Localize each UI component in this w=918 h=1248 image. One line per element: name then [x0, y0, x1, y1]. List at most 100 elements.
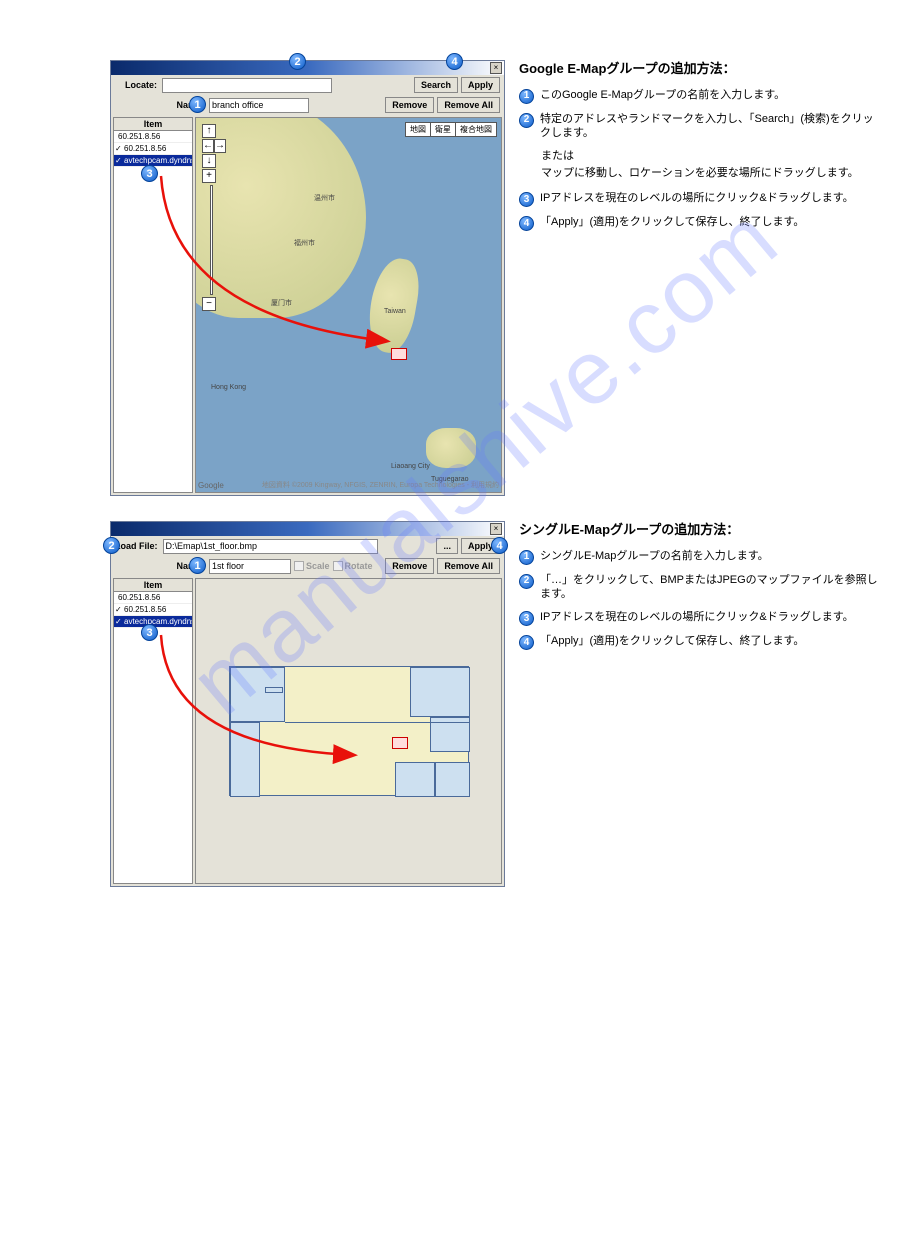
google-map[interactable]: TaiwanHong Kong温州市福州市厦门市Liaoang CityTugu…: [195, 117, 502, 493]
remove-button[interactable]: Remove: [385, 558, 434, 574]
maptype-hybrid[interactable]: 複合地図: [455, 122, 497, 137]
window-body: Item 60.251.8.5660.251.8.56avtechpcam.dy…: [111, 576, 504, 886]
name-input[interactable]: [209, 98, 309, 113]
step-text: 「Apply」(適用)をクリックして保存し、終了します。: [540, 634, 878, 649]
zoom-control[interactable]: ↑ ←→ ↓ + −: [202, 124, 220, 312]
loadfile-input[interactable]: [163, 539, 378, 554]
pan-right-icon[interactable]: →: [214, 139, 226, 153]
list-item[interactable]: 60.251.8.56: [114, 592, 192, 604]
step-bubble: 3: [519, 192, 534, 207]
close-icon[interactable]: ×: [490, 523, 502, 535]
step-1: 1 このGoogle E-Mapグループの名前を入力します。: [519, 88, 878, 104]
step-text: 特定のアドレスやランドマークを入力し、「Search」(検索)をクリックします。: [540, 112, 878, 142]
toolbar-name: Name: Remove Remove All: [111, 95, 504, 115]
callout-2: 2: [103, 537, 120, 554]
section-title: Google E-Mapグループの追加方法：: [519, 60, 878, 78]
rotate-checkbox[interactable]: Rotate: [333, 561, 373, 571]
step-text: IPアドレスを現在のレベルの場所にクリック&ドラッグします。: [540, 610, 878, 625]
callout-3: 3: [141, 624, 158, 641]
window-single-emap: × Load File: ... Apply Name: Scale Rotat…: [110, 521, 505, 887]
city-label: Taiwan: [384, 308, 406, 315]
callout-4: 4: [491, 537, 508, 554]
sidebar-header: Item: [114, 118, 192, 131]
map-copyright: 地図資料 ©2009 Kingway, NFGIS, ZENRIN, Europ…: [262, 480, 499, 490]
window-google-emap: × Locate: Search Apply Name: Remove Remo…: [110, 60, 505, 496]
step-text: 「Apply」(適用)をクリックして保存し、終了します。: [540, 215, 878, 230]
callout-1: 1: [189, 557, 206, 574]
close-icon[interactable]: ×: [490, 62, 502, 74]
landmass-philippines: [426, 428, 476, 468]
or-label: または: [541, 149, 878, 164]
loadfile-label: Load File:: [115, 541, 160, 551]
window-body: Item 60.251.8.5660.251.8.56avtechpcam.dy…: [111, 115, 504, 495]
step-bubble: 4: [519, 635, 534, 650]
apply-button[interactable]: Apply: [461, 77, 500, 93]
maptype-satellite[interactable]: 衛星: [430, 122, 456, 137]
step-4: 4 「Apply」(適用)をクリックして保存し、終了します。: [519, 634, 878, 650]
floor-plan[interactable]: [195, 578, 502, 884]
zoom-in-icon[interactable]: +: [202, 169, 216, 183]
sidebar-header: Item: [114, 579, 192, 592]
step-1: 1 シングルE-Mapグループの名前を入力します。: [519, 549, 878, 565]
or-text: マップに移動し、ロケーションを必要な場所にドラッグします。: [541, 166, 878, 181]
step-text: シングルE-Mapグループの名前を入力します。: [540, 549, 878, 564]
callout-4: 4: [446, 53, 463, 70]
camera-marker-icon[interactable]: [392, 737, 408, 749]
step-text: このGoogle E-Mapグループの名前を入力します。: [540, 88, 878, 103]
scale-checkbox[interactable]: Scale: [294, 561, 330, 571]
step-2: 2 「…」をクリックして、BMPまたはJPEGのマップファイルを参照します。: [519, 573, 878, 603]
pan-down-icon[interactable]: ↓: [202, 154, 216, 168]
list-item[interactable]: 60.251.8.56: [114, 604, 192, 616]
remove-all-button[interactable]: Remove All: [437, 97, 500, 113]
city-label: Hong Kong: [211, 384, 246, 391]
step-bubble: 1: [519, 89, 534, 104]
titlebar: ×: [111, 522, 504, 536]
step-text: 「…」をクリックして、BMPまたはJPEGのマップファイルを参照します。: [540, 573, 878, 603]
list-item[interactable]: 60.251.8.56: [114, 143, 192, 155]
locate-input[interactable]: [162, 78, 332, 93]
zoom-out-icon[interactable]: −: [202, 297, 216, 311]
zoom-slider[interactable]: [210, 185, 213, 295]
titlebar: ×: [111, 61, 504, 75]
step-bubble: 4: [519, 216, 534, 231]
map-area: [195, 578, 502, 884]
toolbar-locate: Locate: Search Apply: [111, 75, 504, 95]
city-label: Liaoang City: [391, 463, 430, 470]
step-bubble: 3: [519, 611, 534, 626]
map-attribution: Google: [198, 481, 224, 490]
explain-single-emap: シングルE-Mapグループの追加方法： 1 シングルE-Mapグループの名前を入力…: [519, 521, 878, 658]
step-3: 3 IPアドレスを現在のレベルの場所にクリック&ドラッグします。: [519, 191, 878, 207]
list-item[interactable]: 60.251.8.56: [114, 131, 192, 143]
remove-button[interactable]: Remove: [385, 97, 434, 113]
step-3: 3 IPアドレスを現在のレベルの場所にクリック&ドラッグします。: [519, 610, 878, 626]
search-button[interactable]: Search: [414, 77, 458, 93]
step-2: 2 特定のアドレスやランドマークを入力し、「Search」(検索)をクリックします…: [519, 112, 878, 142]
maptype-map[interactable]: 地図: [405, 122, 431, 137]
toolbar-name: Name: Scale Rotate Remove Remove All: [111, 556, 504, 576]
step-bubble: 2: [519, 113, 534, 128]
browse-button[interactable]: ...: [436, 538, 458, 554]
explain-google-emap: Google E-Mapグループの追加方法： 1 このGoogle E-Mapグル…: [519, 60, 878, 239]
step-text: IPアドレスを現在のレベルの場所にクリック&ドラッグします。: [540, 191, 878, 206]
section-title: シングルE-Mapグループの追加方法：: [519, 521, 878, 539]
remove-all-button[interactable]: Remove All: [437, 558, 500, 574]
section-google-emap: × Locate: Search Apply Name: Remove Remo…: [110, 60, 878, 496]
camera-marker-icon[interactable]: [391, 348, 407, 360]
callout-2: 2: [289, 53, 306, 70]
pan-left-icon[interactable]: ←: [202, 139, 214, 153]
map-area: TaiwanHong Kong温州市福州市厦门市Liaoang CityTugu…: [195, 117, 502, 493]
landmass-taiwan: [363, 255, 424, 356]
step-bubble: 2: [519, 574, 534, 589]
pan-up-icon[interactable]: ↑: [202, 124, 216, 138]
map-type-switch[interactable]: 地図 衛星 複合地図: [406, 122, 497, 137]
step-bubble: 1: [519, 550, 534, 565]
name-input[interactable]: [209, 559, 291, 574]
section-single-emap: × Load File: ... Apply Name: Scale Rotat…: [110, 521, 878, 887]
city-label: 温州市: [314, 193, 335, 203]
locate-label: Locate:: [115, 80, 159, 90]
floor-plan-image: [229, 666, 469, 796]
city-label: 福州市: [294, 238, 315, 248]
callout-3: 3: [141, 165, 158, 182]
toolbar-loadfile: Load File: ... Apply: [111, 536, 504, 556]
callout-1: 1: [189, 96, 206, 113]
